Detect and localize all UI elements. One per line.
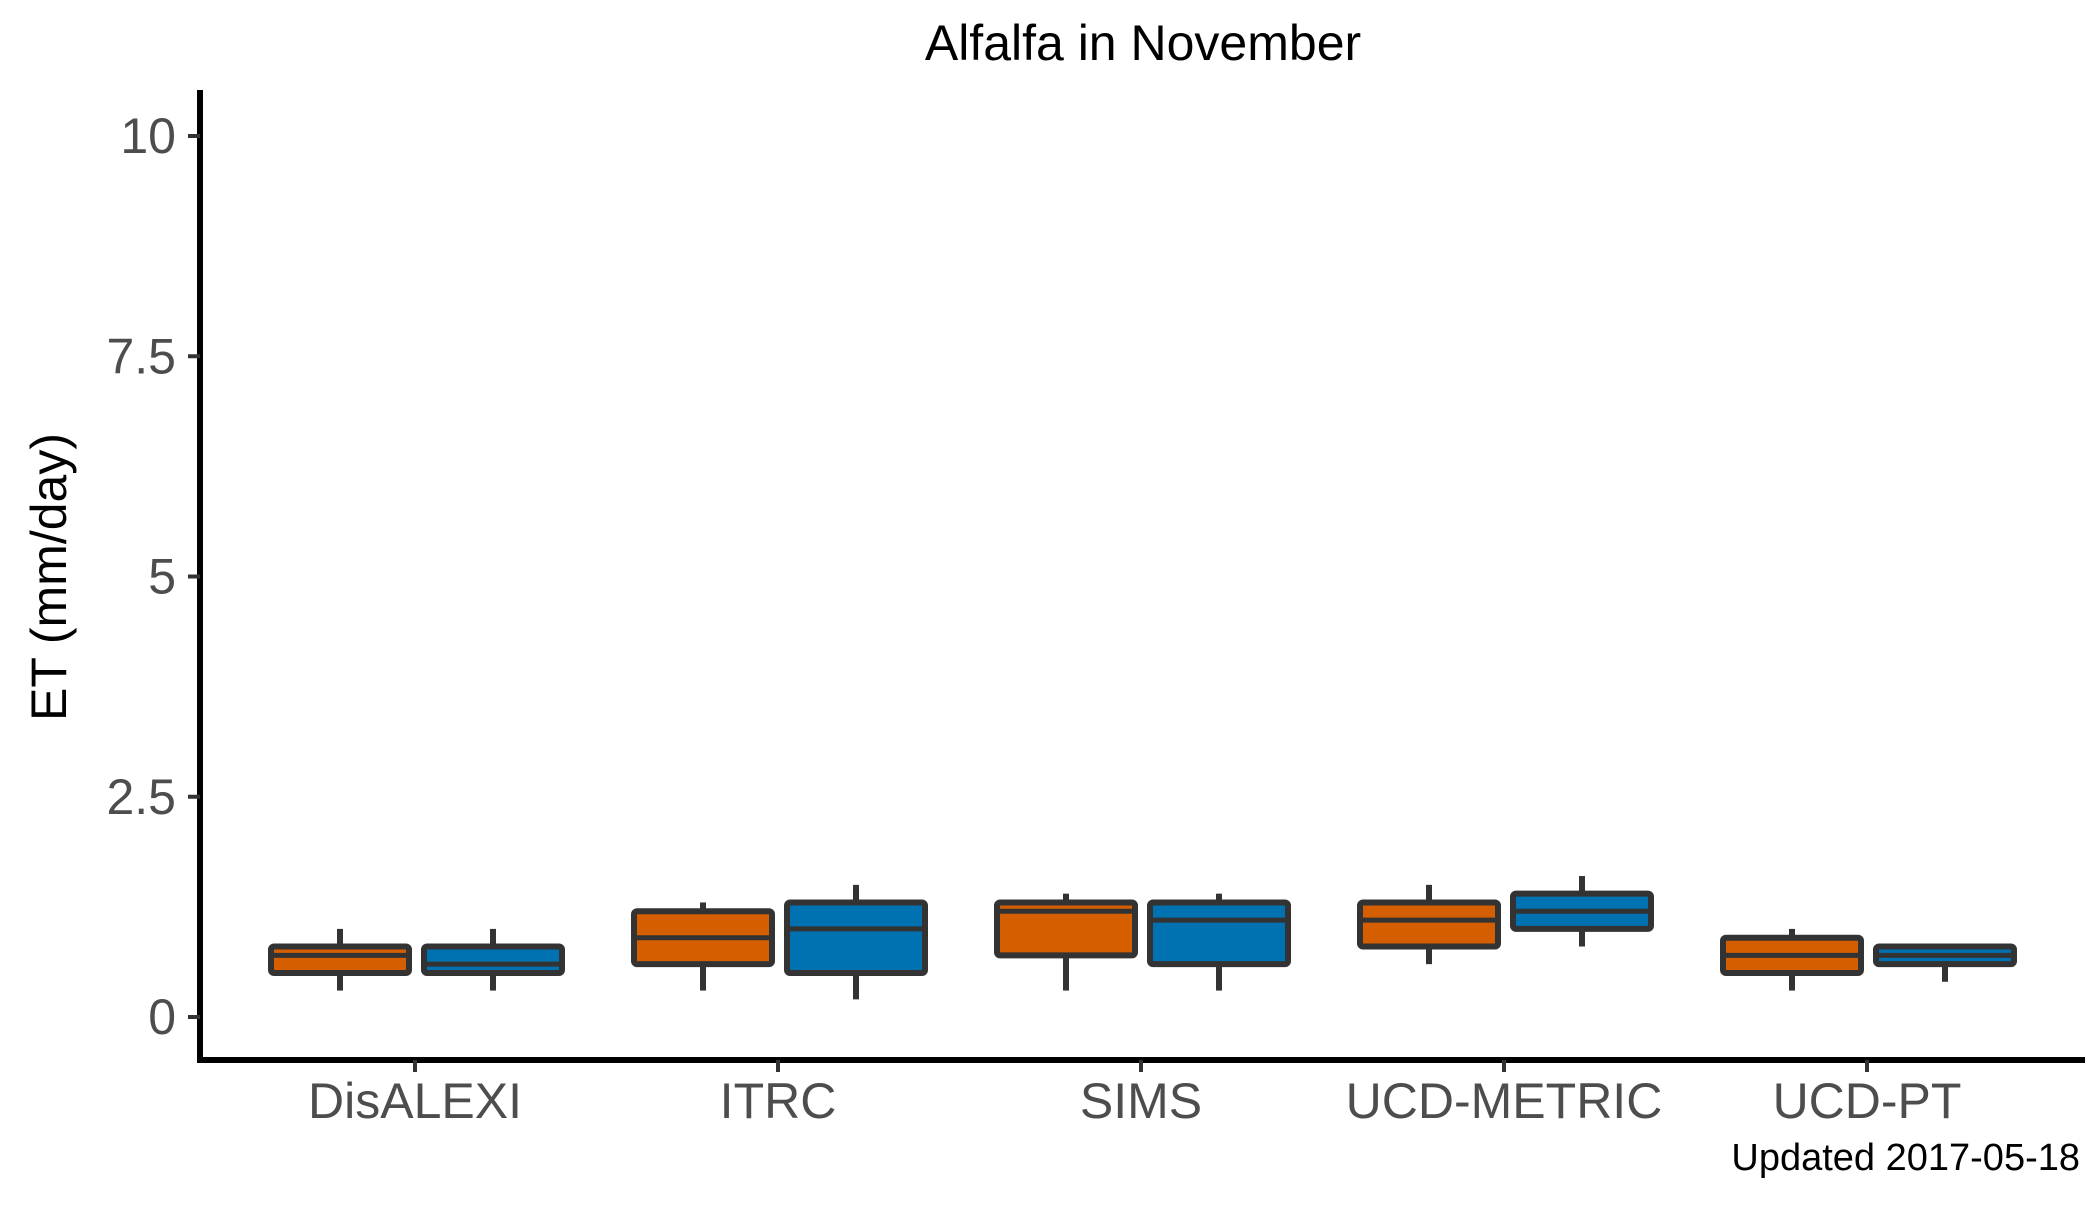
x-tick-label: SIMS: [1080, 1073, 1202, 1129]
box-ITRC-series-1: [634, 902, 772, 990]
x-tick-label: UCD-PT: [1773, 1073, 1962, 1129]
box-SIMS-series-2: [1150, 894, 1288, 991]
y-tick-label: 0: [148, 989, 176, 1045]
y-tick-label: 5: [148, 549, 176, 605]
box-iqr: [271, 947, 409, 973]
box-UCD-METRIC-series-1: [1360, 885, 1498, 964]
box-iqr: [787, 902, 925, 972]
box-UCD-PT-series-2: [1876, 947, 2014, 982]
box-ITRC-series-2: [787, 885, 925, 1000]
axes-layer: [197, 90, 2085, 1060]
y-tick-label: 2.5: [106, 769, 176, 825]
x-tick-label: DisALEXI: [308, 1073, 522, 1129]
chart-title: Alfalfa in November: [925, 15, 1361, 71]
box-SIMS-series-1: [997, 894, 1135, 991]
box-iqr: [424, 947, 562, 973]
y-tick-label: 10: [120, 108, 176, 164]
x-tick-label: UCD-METRIC: [1346, 1073, 1663, 1129]
box-UCD-METRIC-series-2: [1513, 876, 1651, 946]
boxes-layer: [271, 876, 2014, 999]
box-iqr: [1360, 902, 1498, 946]
updated-caption: Updated 2017-05-18: [1731, 1137, 2080, 1179]
box-DisALEXI-series-2: [424, 929, 562, 991]
box-UCD-PT-series-1: [1723, 929, 1861, 991]
box-iqr: [1150, 902, 1288, 964]
y-tick-label: 7.5: [106, 328, 176, 384]
y-axis-label: ET (mm/day): [21, 433, 77, 721]
x-tick-label: ITRC: [720, 1073, 837, 1129]
box-DisALEXI-series-1: [271, 929, 409, 991]
